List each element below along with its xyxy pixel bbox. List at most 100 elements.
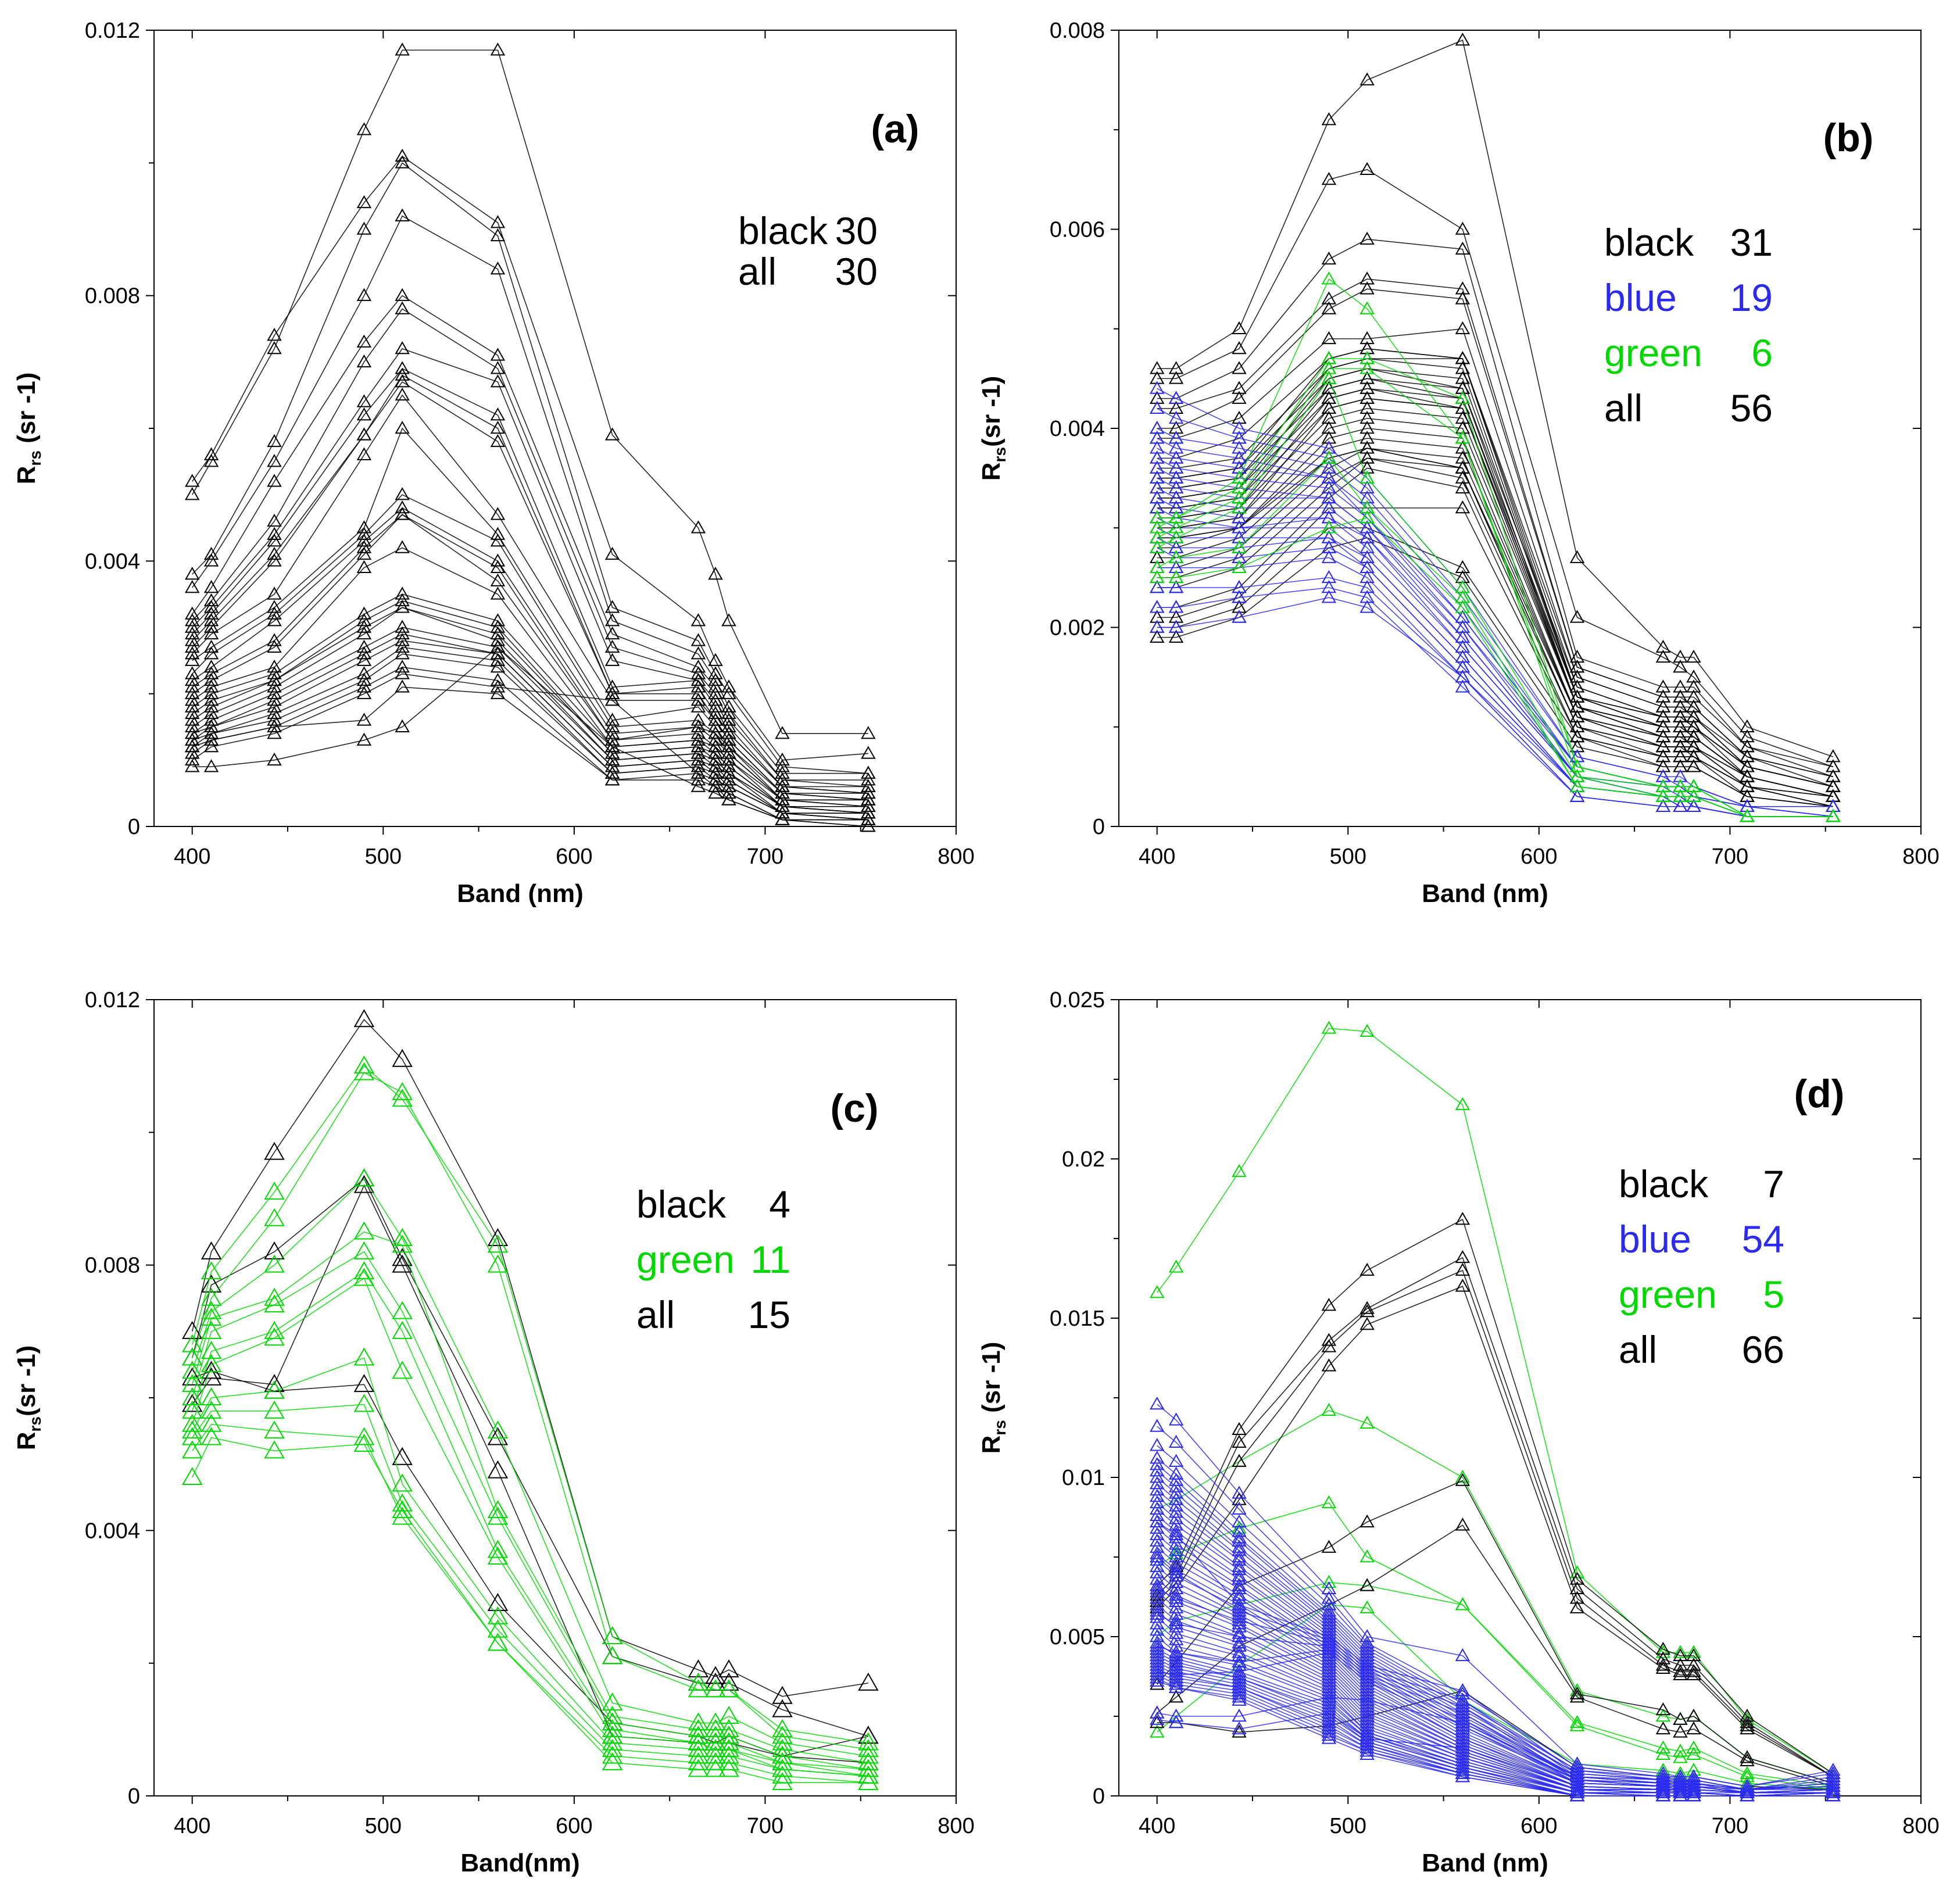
data-point-marker bbox=[1455, 1734, 1470, 1748]
data-point-marker bbox=[181, 1367, 203, 1386]
data-point-marker bbox=[721, 779, 736, 792]
data-point-marker bbox=[1673, 1776, 1688, 1789]
data-point-marker bbox=[861, 785, 876, 799]
data-point-marker bbox=[487, 1227, 509, 1246]
series-green bbox=[1149, 271, 1841, 822]
data-point-marker bbox=[1455, 1699, 1470, 1712]
data-point-marker bbox=[1359, 1686, 1375, 1699]
data-point-marker bbox=[1232, 1658, 1247, 1671]
data-point-marker bbox=[201, 1400, 222, 1419]
data-point-marker bbox=[487, 1254, 509, 1273]
data-point-marker bbox=[1673, 799, 1688, 812]
data-point-marker bbox=[1569, 1785, 1585, 1798]
y-axis-symbol: R bbox=[977, 1436, 1006, 1454]
data-point-marker bbox=[203, 620, 219, 633]
x-axis-title: Band (nm) bbox=[1422, 879, 1548, 908]
data-point-marker bbox=[203, 546, 219, 560]
y-axis-title: Rrs(sr -1) bbox=[12, 1345, 44, 1451]
data-point-marker bbox=[184, 474, 200, 487]
data-point-marker bbox=[395, 626, 410, 640]
data-point-marker bbox=[1740, 1785, 1755, 1798]
series-line bbox=[1157, 587, 1833, 817]
data-point-marker bbox=[1826, 808, 1841, 822]
data-point-marker bbox=[1740, 1718, 1755, 1731]
data-point-marker bbox=[1149, 1565, 1165, 1579]
data-point-marker bbox=[1168, 540, 1184, 553]
data-point-marker bbox=[395, 593, 410, 607]
series-blue bbox=[1149, 1604, 1841, 1802]
data-point-marker bbox=[181, 1394, 203, 1412]
data-point-marker bbox=[604, 427, 620, 441]
data-point-marker bbox=[203, 639, 219, 653]
data-point-marker bbox=[264, 1440, 285, 1459]
data-point-marker bbox=[858, 1726, 879, 1744]
data-point-marker bbox=[1321, 1692, 1337, 1706]
data-point-marker bbox=[392, 1234, 413, 1253]
data-point-marker bbox=[1321, 112, 1337, 126]
data-point-marker bbox=[1168, 500, 1184, 514]
data-point-marker bbox=[1569, 610, 1585, 623]
data-point-marker bbox=[1655, 1763, 1671, 1776]
data-point-marker bbox=[1321, 590, 1337, 603]
series-line bbox=[1157, 278, 1834, 778]
data-point-marker bbox=[1673, 689, 1688, 703]
data-point-marker bbox=[861, 806, 876, 819]
data-point-marker bbox=[1740, 1708, 1755, 1722]
data-point-marker bbox=[1232, 1638, 1247, 1652]
data-point-marker bbox=[1168, 1645, 1184, 1658]
legend-count: 56 bbox=[1730, 386, 1773, 430]
data-point-marker bbox=[1232, 450, 1247, 464]
data-point-marker bbox=[1232, 1597, 1247, 1610]
data-point-marker bbox=[1232, 1673, 1247, 1687]
data-point-marker bbox=[267, 527, 282, 540]
legend-label: all bbox=[1619, 1328, 1657, 1371]
data-point-marker bbox=[203, 454, 219, 467]
data-point-marker bbox=[1359, 1415, 1375, 1429]
data-point-marker bbox=[487, 1606, 509, 1624]
data-point-marker bbox=[1321, 500, 1337, 514]
data-point-marker bbox=[264, 1287, 285, 1306]
data-point-marker bbox=[1149, 1546, 1165, 1559]
data-point-marker bbox=[690, 746, 706, 759]
data-point-marker bbox=[1168, 1654, 1184, 1668]
data-point-marker bbox=[1232, 1540, 1247, 1553]
data-point-marker bbox=[1655, 729, 1671, 743]
data-point-marker bbox=[1455, 1712, 1470, 1725]
data-point-marker bbox=[392, 1082, 413, 1100]
data-point-marker bbox=[1321, 1358, 1337, 1372]
data-point-marker bbox=[1455, 579, 1470, 593]
data-point-marker bbox=[1686, 1785, 1701, 1798]
x-tick-label: 400 bbox=[1139, 1814, 1175, 1838]
data-point-marker bbox=[1826, 1782, 1841, 1795]
data-point-marker bbox=[861, 779, 876, 792]
data-point-marker bbox=[490, 553, 506, 567]
data-point-marker bbox=[1168, 480, 1184, 493]
data-point-marker bbox=[353, 1168, 375, 1187]
data-point-marker bbox=[1359, 400, 1375, 414]
data-point-marker bbox=[395, 507, 410, 520]
data-point-marker bbox=[267, 706, 282, 720]
data-point-marker bbox=[1359, 490, 1375, 504]
data-point-marker bbox=[1232, 1578, 1247, 1591]
data-point-marker bbox=[1321, 1635, 1337, 1649]
series-line bbox=[192, 514, 868, 807]
data-point-marker bbox=[1149, 441, 1165, 454]
x-tick-label: 700 bbox=[1712, 1814, 1748, 1838]
data-point-marker bbox=[604, 546, 620, 560]
data-point-marker bbox=[1149, 1581, 1165, 1595]
data-point-marker bbox=[1826, 1785, 1841, 1798]
data-point-marker bbox=[1321, 1683, 1337, 1697]
data-point-marker bbox=[1455, 620, 1470, 633]
series-black bbox=[184, 301, 876, 792]
data-point-marker bbox=[1826, 1778, 1841, 1792]
series-line bbox=[1157, 1712, 1833, 1794]
data-point-marker bbox=[267, 546, 282, 560]
data-point-marker bbox=[1168, 1664, 1184, 1677]
data-point-marker bbox=[392, 1473, 413, 1492]
data-point-marker bbox=[1686, 1645, 1701, 1658]
data-point-marker bbox=[1321, 371, 1337, 384]
data-point-marker bbox=[1455, 381, 1470, 394]
x-axis-title: Band (nm) bbox=[457, 879, 584, 908]
series-black bbox=[184, 666, 876, 832]
data-point-marker bbox=[1321, 1626, 1337, 1639]
